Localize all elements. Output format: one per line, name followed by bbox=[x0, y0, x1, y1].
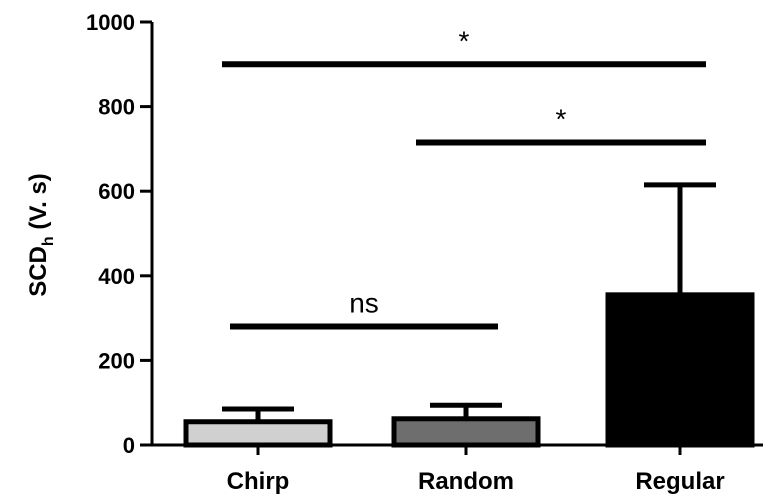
y-axis-label-subscript: h bbox=[40, 236, 57, 246]
y-tick-label: 800 bbox=[98, 95, 135, 120]
y-axis-label-unit: (V. s) bbox=[25, 173, 52, 236]
y-tick-label: 1000 bbox=[86, 10, 135, 35]
bar-random bbox=[391, 416, 541, 448]
x-tick-label: Random bbox=[418, 468, 514, 495]
x-tick-label: Regular bbox=[635, 468, 724, 495]
significance-label: * bbox=[459, 25, 470, 56]
y-tick-label: 600 bbox=[98, 179, 135, 204]
y-axis-label: SCDh (V. s) bbox=[25, 173, 57, 297]
y-tick-label: 400 bbox=[98, 264, 135, 289]
bar-regular bbox=[605, 292, 755, 448]
significance-label: * bbox=[556, 104, 567, 135]
bar-chirp bbox=[183, 419, 333, 448]
x-tick-label: Chirp bbox=[227, 468, 290, 495]
y-tick-label: 200 bbox=[98, 348, 135, 373]
significance-label: ns bbox=[349, 288, 379, 319]
y-tick-label: 0 bbox=[123, 433, 135, 458]
